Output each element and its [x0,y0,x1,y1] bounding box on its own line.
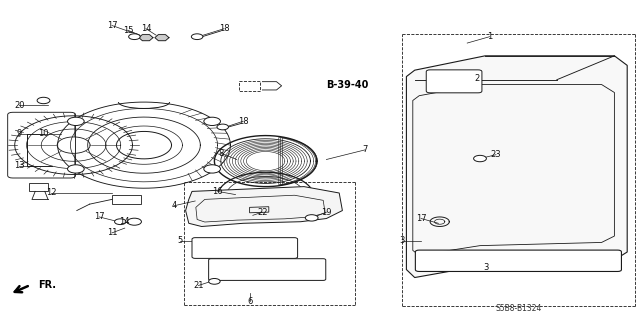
Text: 2: 2 [474,74,479,83]
Circle shape [204,117,220,125]
FancyBboxPatch shape [192,238,298,258]
Circle shape [305,215,318,221]
Text: 17: 17 [107,21,117,30]
Text: B-39-40: B-39-40 [326,79,369,90]
Text: 21: 21 [193,281,204,290]
Text: 7: 7 [362,145,367,154]
Text: S5B8-B1324: S5B8-B1324 [495,304,541,313]
Text: 18: 18 [238,117,248,126]
Polygon shape [406,56,627,278]
Circle shape [204,165,220,173]
Text: 19: 19 [321,208,332,217]
FancyBboxPatch shape [239,81,260,91]
Text: 14: 14 [120,217,130,226]
Polygon shape [186,187,342,226]
FancyBboxPatch shape [426,70,482,93]
Circle shape [37,97,50,104]
Polygon shape [155,34,169,41]
Text: 3: 3 [399,236,404,245]
Text: 18: 18 [219,24,229,33]
Text: 10: 10 [38,130,49,138]
Circle shape [68,117,84,125]
Text: 16: 16 [212,187,223,196]
Circle shape [209,278,220,284]
Text: 3: 3 [484,263,489,272]
Text: 1: 1 [487,32,492,41]
Text: 4: 4 [172,201,177,210]
Text: 6: 6 [247,297,252,306]
Circle shape [217,124,228,130]
Circle shape [474,155,486,162]
Text: 20: 20 [14,101,24,110]
Text: 5: 5 [178,236,183,245]
Text: 23: 23 [491,150,501,159]
Text: 17: 17 [94,212,104,221]
Circle shape [191,34,203,40]
Text: 14: 14 [141,24,151,33]
Text: 8: 8 [218,149,223,158]
FancyBboxPatch shape [8,112,76,178]
FancyBboxPatch shape [209,259,326,280]
Polygon shape [262,82,282,90]
Polygon shape [139,34,153,41]
Text: FR.: FR. [38,279,56,290]
Text: 12: 12 [46,189,56,197]
Text: 13: 13 [14,161,24,170]
Text: 15: 15 [123,26,133,35]
Circle shape [127,218,141,225]
Circle shape [68,165,84,173]
FancyBboxPatch shape [415,250,621,271]
Text: 17: 17 [416,214,426,223]
Circle shape [129,34,140,40]
Text: 22: 22 [257,208,268,217]
Text: 9: 9 [17,130,22,138]
Circle shape [115,219,126,225]
Text: 11: 11 [107,228,117,237]
